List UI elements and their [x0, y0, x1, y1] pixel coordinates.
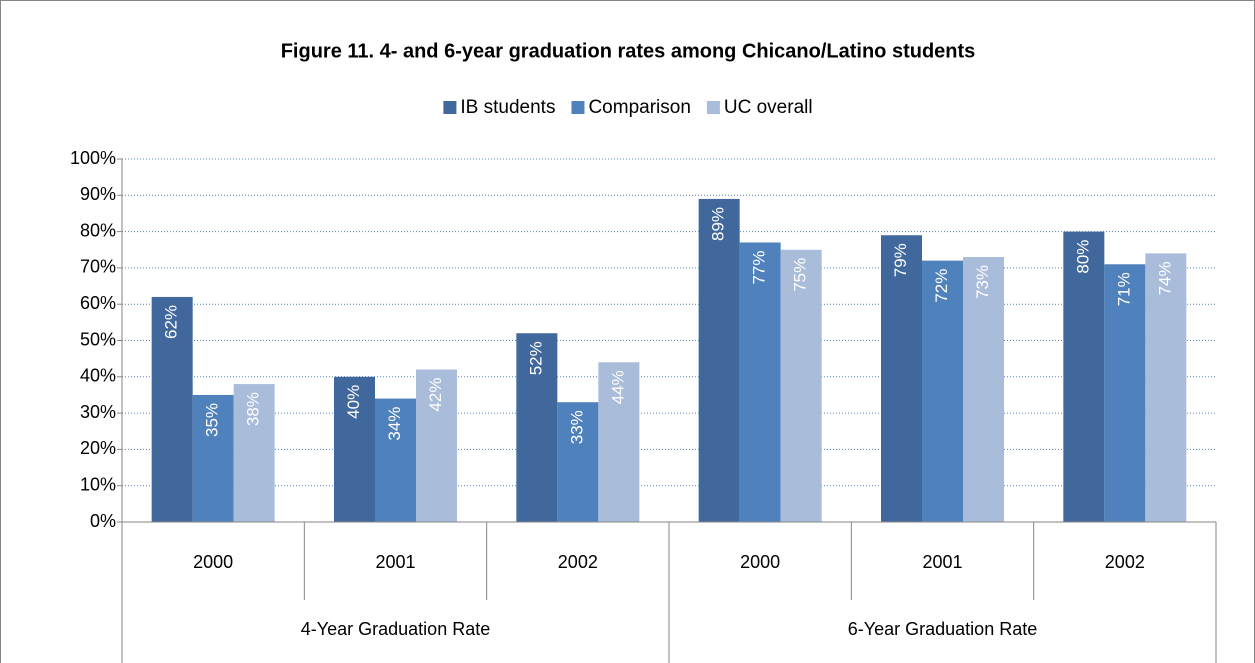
bar — [922, 260, 963, 522]
data-label: 40% — [344, 385, 363, 419]
data-label: 35% — [203, 403, 222, 437]
data-label: 73% — [973, 265, 992, 299]
bar — [1145, 253, 1187, 522]
y-tick-label: 80% — [80, 220, 116, 240]
data-label: 34% — [385, 407, 404, 441]
bar — [1104, 264, 1146, 522]
y-tick-label: 100% — [70, 148, 116, 168]
legend-label: UC overall — [724, 97, 813, 118]
data-label: 33% — [567, 410, 586, 444]
data-label: 75% — [791, 258, 810, 292]
data-label: 44% — [608, 370, 627, 404]
y-tick-label: 90% — [80, 184, 116, 204]
y-tick-label: 20% — [80, 438, 116, 458]
data-label: 80% — [1073, 240, 1092, 274]
data-label: 42% — [426, 378, 445, 412]
bar — [375, 398, 416, 522]
bar — [151, 296, 193, 522]
x-tick-label: 2002 — [558, 552, 598, 572]
bar — [192, 394, 234, 522]
bar — [963, 257, 1004, 522]
y-tick-label: 50% — [80, 329, 116, 349]
data-label: 52% — [526, 341, 545, 375]
x-tick-label: 2002 — [1105, 552, 1145, 572]
data-label: 71% — [1114, 272, 1133, 306]
legend-label: IB students — [460, 97, 555, 118]
group-label: 4-Year Graduation Rate — [301, 619, 490, 639]
bar — [881, 235, 922, 523]
bar — [416, 369, 457, 522]
y-tick-label: 60% — [80, 293, 116, 313]
bar — [780, 249, 822, 522]
bar — [598, 362, 640, 522]
legend-label: Comparison — [588, 97, 690, 118]
chart-title: Figure 11. 4- and 6-year graduation rate… — [281, 40, 976, 62]
bar — [739, 242, 781, 523]
y-tick-label: 30% — [80, 402, 116, 422]
bar — [557, 402, 599, 522]
legend-swatch — [571, 101, 585, 114]
data-label: 79% — [891, 243, 910, 277]
data-label: 74% — [1155, 261, 1174, 295]
legend-swatch — [443, 101, 457, 114]
legend-swatch — [706, 101, 720, 114]
y-tick-label: 0% — [90, 511, 116, 531]
group-label: 6-Year Graduation Rate — [848, 619, 1037, 639]
data-label: 38% — [244, 392, 263, 426]
x-tick-label: 2001 — [375, 552, 415, 572]
bar — [334, 376, 375, 522]
x-tick-label: 2001 — [922, 552, 962, 572]
y-tick-label: 40% — [80, 366, 116, 386]
x-tick-label: 2000 — [740, 552, 780, 572]
bar — [698, 198, 740, 522]
data-label: 89% — [709, 207, 728, 241]
data-label: 77% — [750, 250, 769, 284]
bar — [516, 333, 558, 522]
x-tick-label: 2000 — [193, 552, 233, 572]
bar — [233, 384, 275, 522]
y-tick-label: 70% — [80, 257, 116, 277]
bar — [1063, 231, 1105, 522]
data-label: 72% — [932, 269, 951, 303]
y-tick-label: 10% — [80, 474, 116, 494]
data-label: 62% — [162, 305, 181, 339]
